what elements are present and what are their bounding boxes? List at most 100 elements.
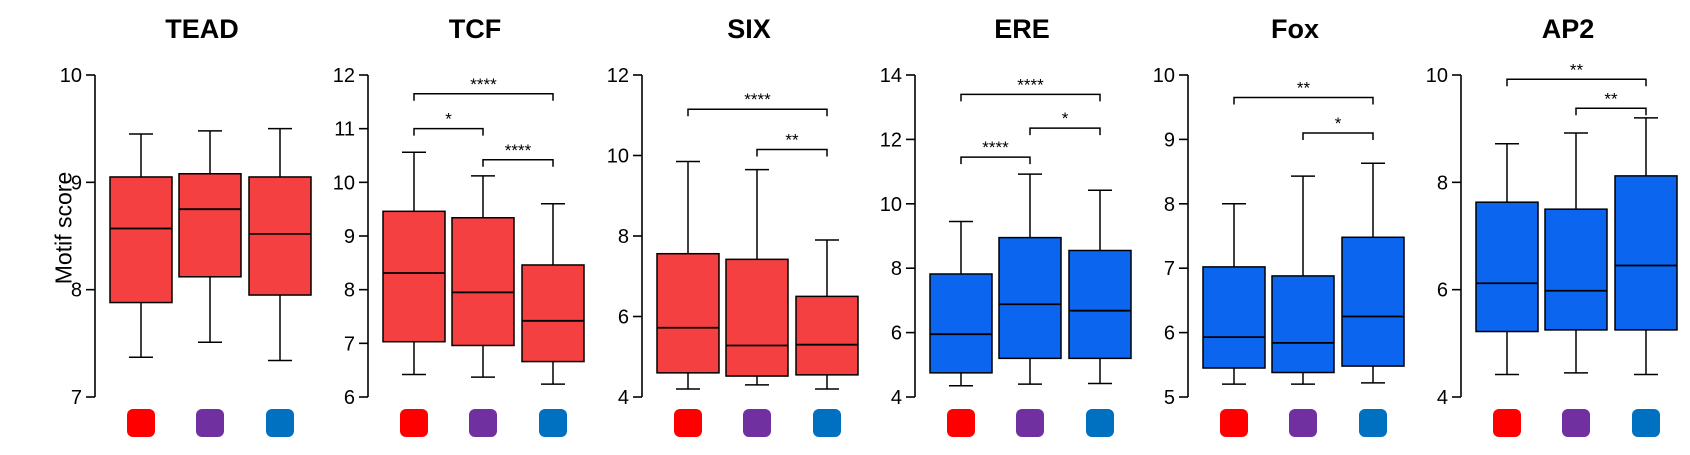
group-key-purple — [1562, 409, 1590, 437]
significance-bracket: **** — [960, 138, 1031, 165]
bracket-line — [482, 159, 554, 167]
panel-title: TEAD — [165, 14, 239, 44]
significance-bracket: **** — [960, 75, 1101, 102]
bracket-line — [756, 148, 828, 157]
bracket-line — [960, 156, 1031, 165]
significance-bracket: **** — [687, 90, 828, 117]
y-tick-label: 12 — [333, 65, 355, 87]
y-tick-label: 10 — [607, 146, 629, 168]
iqr-box — [382, 210, 446, 343]
box-blue — [248, 127, 312, 362]
iqr-box — [1068, 249, 1132, 360]
panel-title: Fox — [1271, 14, 1319, 44]
panel-title: AP2 — [1542, 14, 1595, 44]
bracket-line — [960, 93, 1101, 102]
y-tick-label: 6 — [891, 323, 902, 345]
y-tick-label: 11 — [334, 119, 355, 141]
group-key-red — [947, 409, 975, 437]
box-red — [1475, 142, 1539, 376]
y-tick-label: 6 — [1164, 323, 1175, 345]
significance-label: * — [445, 110, 452, 129]
iqr-box — [1271, 275, 1335, 374]
iqr-box — [725, 258, 789, 377]
iqr-box — [1341, 236, 1405, 367]
group-key-red — [674, 409, 702, 437]
y-tick-label: 8 — [71, 280, 82, 302]
group-key-purple — [1016, 409, 1044, 437]
panel-title: TCF — [449, 14, 501, 44]
y-tick-label: 4 — [891, 387, 902, 409]
box-blue — [521, 203, 585, 385]
box-purple — [998, 173, 1062, 385]
significance-label: ** — [1604, 89, 1618, 108]
group-key-red — [400, 409, 428, 437]
significance-label: **** — [744, 90, 771, 109]
y-tick-label: 6 — [344, 387, 355, 409]
significance-bracket: ** — [1506, 60, 1647, 87]
y-tick-label: 4 — [1437, 387, 1448, 409]
group-key-blue — [539, 409, 567, 437]
y-tick-label: 9 — [344, 226, 355, 248]
bracket-line — [1233, 96, 1374, 105]
y-tick-label: 7 — [71, 387, 82, 409]
box-red — [382, 151, 446, 376]
bracket-line — [687, 108, 828, 117]
group-key-blue — [1359, 409, 1387, 437]
bracket-line — [1302, 132, 1374, 140]
box-red — [1202, 203, 1266, 385]
group-key-blue — [813, 409, 841, 437]
y-tick-label: 9 — [1164, 129, 1175, 151]
box-purple — [1271, 175, 1335, 385]
group-key-purple — [196, 409, 224, 437]
box-red — [929, 220, 993, 387]
y-tick-label: 8 — [1164, 194, 1175, 216]
significance-bracket: * — [1302, 114, 1374, 140]
significance-bracket: * — [1029, 109, 1101, 136]
box-red — [109, 133, 173, 359]
box-purple — [451, 175, 515, 378]
bracket-line — [1575, 107, 1647, 116]
y-tick-label: 10 — [60, 65, 82, 87]
iqr-box — [1544, 208, 1608, 331]
y-tick-label: 10 — [333, 172, 355, 194]
box-blue — [795, 239, 859, 390]
y-tick-label: 7 — [1164, 258, 1175, 280]
iqr-box — [795, 295, 859, 376]
group-key-blue — [266, 409, 294, 437]
iqr-box — [1475, 201, 1539, 333]
y-tick-label: 6 — [618, 307, 629, 329]
box-purple — [178, 130, 242, 344]
iqr-box — [248, 176, 312, 296]
bracket-line — [1506, 78, 1647, 87]
significance-label: ** — [1297, 79, 1311, 98]
iqr-box — [1614, 175, 1678, 331]
y-tick-label: 4 — [618, 387, 629, 409]
panel-ap2: AP2 4 6 8 10 ** ** — [1426, 14, 1678, 437]
significance-bracket: * — [413, 110, 484, 136]
significance-label: **** — [1017, 75, 1044, 94]
bracket-line — [413, 127, 484, 136]
y-tick-label: 8 — [344, 280, 355, 302]
y-tick-label: 6 — [1437, 280, 1448, 302]
group-key-red — [1220, 409, 1248, 437]
iqr-box — [1202, 266, 1266, 369]
y-tick-label: 5 — [1164, 387, 1175, 409]
group-key-red — [127, 409, 155, 437]
y-tick-label: 9 — [71, 172, 82, 194]
iqr-box — [109, 176, 173, 304]
group-key-red — [1493, 409, 1521, 437]
iqr-box — [521, 264, 585, 363]
y-tick-label: 14 — [880, 65, 902, 87]
box-blue — [1068, 189, 1132, 385]
y-tick-label: 8 — [891, 258, 902, 280]
group-key-purple — [743, 409, 771, 437]
bracket-line — [413, 93, 554, 101]
y-tick-label: 12 — [607, 65, 629, 87]
significance-label: **** — [470, 75, 497, 94]
y-tick-label: 10 — [1426, 65, 1448, 87]
iqr-box — [656, 252, 720, 374]
